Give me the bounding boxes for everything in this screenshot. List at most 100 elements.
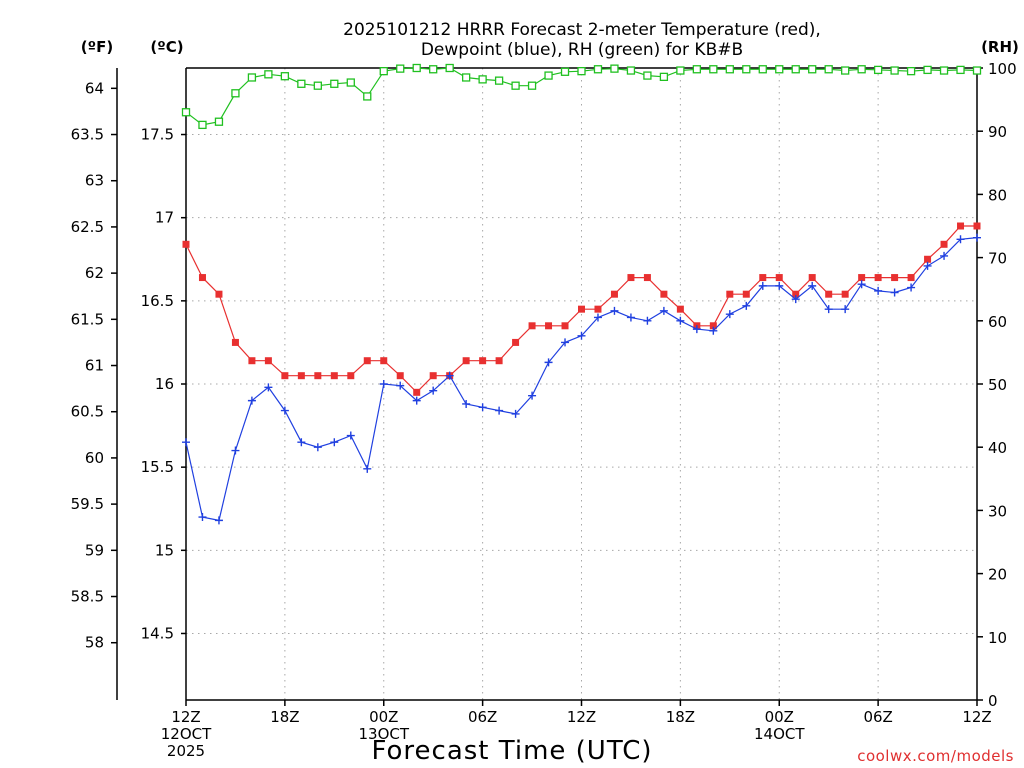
celsius-tick-label: 15 xyxy=(155,541,174,559)
data-point-marker xyxy=(940,251,949,260)
data-point-marker xyxy=(512,338,520,346)
data-point-marker xyxy=(725,65,734,74)
data-point-marker xyxy=(841,290,849,298)
data-point-marker xyxy=(313,81,322,90)
data-point-marker xyxy=(758,65,767,74)
data-point-marker xyxy=(495,357,503,365)
data-point-marker xyxy=(330,79,339,88)
fahrenheit-tick-label: 59 xyxy=(85,541,104,559)
data-point-marker xyxy=(462,399,471,408)
fahrenheit-tick-label: 62 xyxy=(85,264,104,282)
x-tick-label: 2025 xyxy=(167,742,205,760)
fahrenheit-tick-label: 61.5 xyxy=(71,310,104,328)
data-point-marker xyxy=(610,306,619,315)
data-point-marker xyxy=(561,338,570,347)
data-point-marker xyxy=(560,67,570,76)
data-point-marker xyxy=(627,274,635,282)
x-tick-label: 12Z xyxy=(962,708,991,726)
data-point-marker xyxy=(610,290,618,298)
data-point-marker xyxy=(478,75,487,84)
data-point-marker xyxy=(593,313,602,322)
data-point-marker xyxy=(198,274,206,282)
data-point-marker xyxy=(808,274,816,282)
data-point-marker xyxy=(709,326,718,335)
data-point-marker xyxy=(511,409,520,418)
data-point-marker xyxy=(527,81,537,90)
data-point-marker xyxy=(676,316,685,325)
data-point-marker xyxy=(890,66,899,75)
data-point-marker xyxy=(313,443,322,452)
fahrenheit-tick-label: 63.5 xyxy=(71,126,104,144)
data-point-marker xyxy=(297,79,306,88)
data-point-marker xyxy=(297,372,305,380)
chart-title-line-2: Dewpoint (blue), RH (green) for KB#B xyxy=(421,40,743,60)
x-tick-label: 18Z xyxy=(666,708,695,726)
data-point-marker xyxy=(330,372,338,380)
data-point-marker xyxy=(973,222,981,230)
data-point-marker xyxy=(709,65,718,74)
rh-tick-label: 40 xyxy=(988,439,1007,457)
data-point-marker xyxy=(346,78,355,87)
rh-tick-label: 80 xyxy=(988,186,1007,204)
data-point-marker xyxy=(676,305,684,313)
data-point-marker xyxy=(198,120,207,130)
x-tick-label: 13OCT xyxy=(358,725,409,743)
data-point-marker xyxy=(494,76,504,85)
data-point-marker xyxy=(396,381,405,390)
rh-unit-label: (RH) xyxy=(981,38,1019,56)
data-point-marker xyxy=(857,65,866,74)
data-point-marker xyxy=(907,274,915,282)
series-dewpoint xyxy=(182,233,981,525)
data-point-marker xyxy=(907,283,916,292)
data-point-marker xyxy=(824,305,833,314)
data-point-marker xyxy=(247,396,256,405)
fahrenheit-unit-label: (ºF) xyxy=(81,38,113,56)
x-tick-label: 12Z xyxy=(567,708,596,726)
data-point-marker xyxy=(461,73,471,82)
credit-text: coolwx.com/models xyxy=(857,747,1014,765)
data-point-marker xyxy=(808,65,817,74)
data-point-marker xyxy=(824,65,833,74)
data-point-marker xyxy=(429,65,438,74)
data-point-marker xyxy=(626,66,636,75)
rh-tick-label: 20 xyxy=(988,566,1007,584)
data-point-marker xyxy=(972,66,982,75)
data-point-marker xyxy=(858,274,866,282)
data-point-marker xyxy=(544,358,553,367)
data-point-marker xyxy=(578,305,585,313)
x-tick-label: 00Z xyxy=(369,708,398,726)
rh-tick-label: 100 xyxy=(988,60,1017,78)
data-point-marker xyxy=(890,288,899,297)
data-point-marker xyxy=(594,305,602,313)
data-point-marker xyxy=(891,274,899,282)
data-point-marker xyxy=(676,66,685,75)
data-point-marker xyxy=(314,372,322,380)
data-point-marker xyxy=(577,331,586,340)
data-point-marker xyxy=(413,388,421,396)
x-tick-label: 14OCT xyxy=(754,725,805,743)
data-point-marker xyxy=(264,70,273,79)
data-point-marker xyxy=(380,357,388,365)
data-point-marker xyxy=(758,281,767,290)
data-point-marker xyxy=(791,65,800,74)
rh-tick-label: 0 xyxy=(988,692,998,710)
data-point-marker xyxy=(692,65,702,74)
celsius-tick-label: 14.5 xyxy=(141,624,174,642)
rh-tick-label: 70 xyxy=(988,250,1007,268)
data-point-marker xyxy=(725,310,734,319)
data-point-marker xyxy=(841,305,850,314)
data-point-marker xyxy=(528,322,536,330)
celsius-unit-label: (ºC) xyxy=(150,38,183,56)
data-point-marker xyxy=(264,357,272,365)
data-point-marker xyxy=(544,71,553,80)
data-point-marker xyxy=(528,391,537,400)
data-point-marker xyxy=(643,274,651,282)
fahrenheit-tick-label: 63 xyxy=(85,172,104,190)
data-point-marker xyxy=(659,72,669,81)
data-point-marker xyxy=(659,306,668,315)
data-point-marker xyxy=(775,65,784,74)
data-point-marker xyxy=(759,274,767,282)
celsius-tick-label: 17.5 xyxy=(141,126,174,144)
data-point-marker xyxy=(182,438,190,447)
data-point-marker xyxy=(396,372,404,380)
